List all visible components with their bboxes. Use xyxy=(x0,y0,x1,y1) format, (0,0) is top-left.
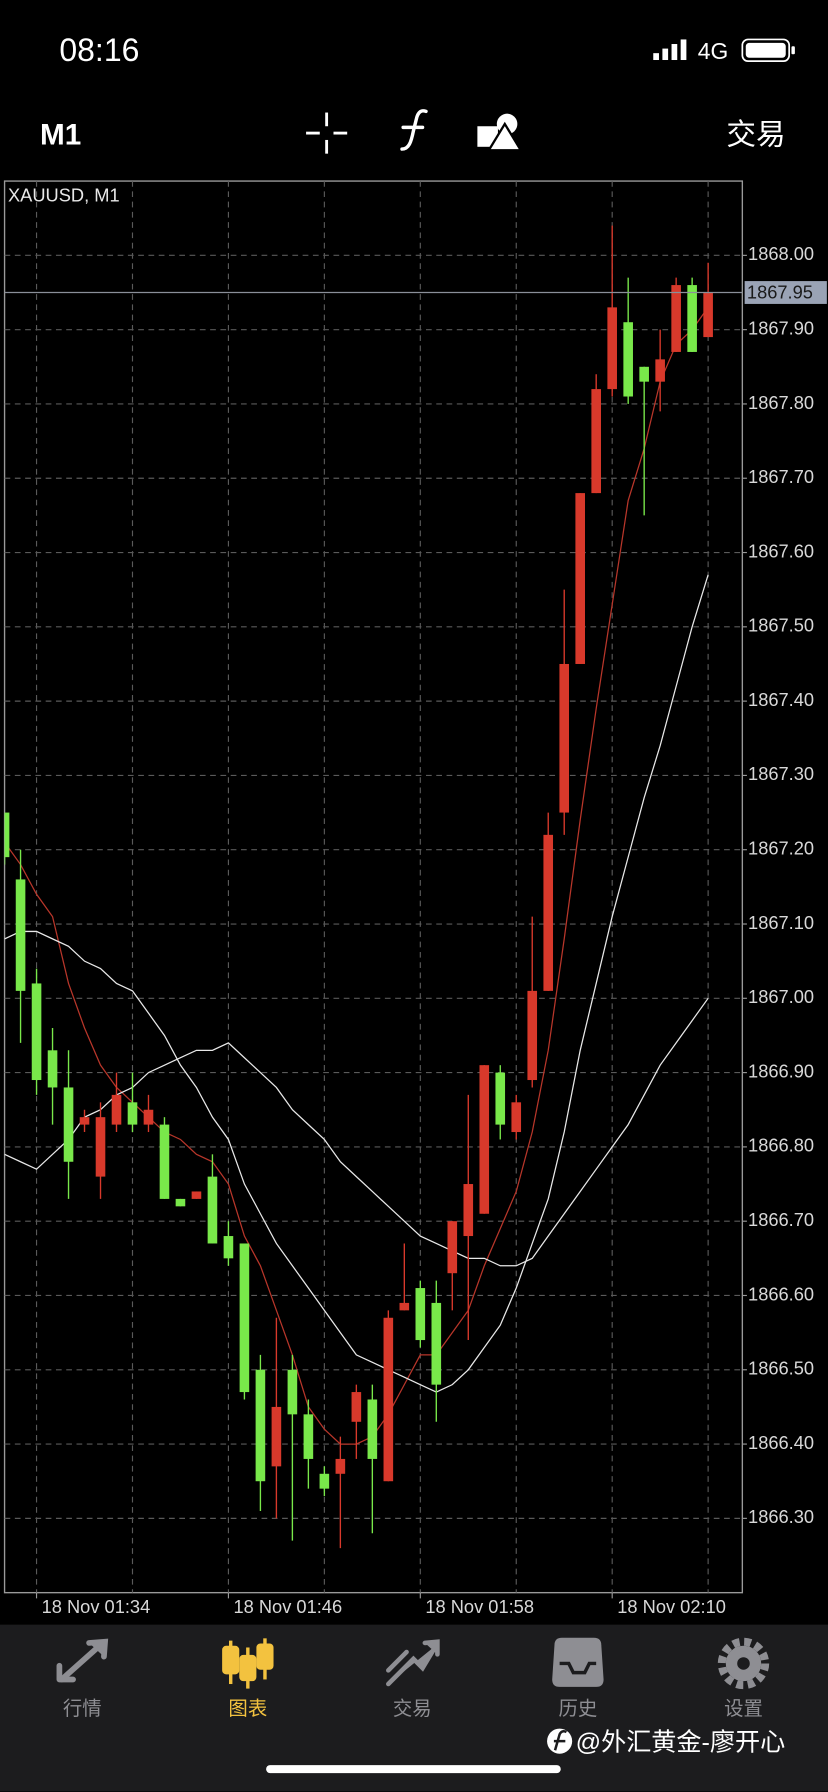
y-tick-label: 1867.50 xyxy=(748,615,814,636)
candle-body xyxy=(687,285,697,352)
watermark-logo xyxy=(547,1728,573,1754)
y-tick-label: 1866.60 xyxy=(748,1283,814,1304)
quotes-tab-icon[interactable] xyxy=(56,1638,109,1683)
candle-body xyxy=(303,1414,314,1459)
candle-body xyxy=(575,493,586,664)
candle-body xyxy=(143,1109,154,1125)
candle-body xyxy=(207,1176,218,1244)
battery-icon xyxy=(741,38,795,63)
tab-label[interactable]: 行情 xyxy=(63,1698,102,1720)
candle-body xyxy=(63,1087,74,1162)
candle-body xyxy=(319,1473,330,1489)
x-tick-label: 18 Nov 01:46 xyxy=(233,1596,342,1617)
candle-body xyxy=(671,285,681,352)
candle-body xyxy=(559,663,570,813)
y-tick-label: 1867.80 xyxy=(748,392,814,413)
watermark: @外汇黄金-廖开心 xyxy=(576,1728,786,1756)
y-tick-label: 1867.30 xyxy=(748,763,814,784)
candle-body xyxy=(271,1406,282,1467)
y-tick-label: 1867.60 xyxy=(748,540,814,561)
y-tick-label: 1867.10 xyxy=(748,912,814,933)
network: 4G xyxy=(698,38,728,64)
candle-body xyxy=(399,1302,410,1311)
home-indicator xyxy=(266,1765,561,1774)
y-tick-label: 1867.40 xyxy=(748,689,814,710)
tab-label[interactable]: 交易 xyxy=(393,1698,432,1720)
y-tick-label: 1867.00 xyxy=(748,986,814,1007)
trade-tab-icon[interactable] xyxy=(386,1639,440,1687)
y-tick-label: 1866.40 xyxy=(748,1432,814,1453)
tab-label[interactable]: 图表 xyxy=(228,1698,267,1720)
tab-label[interactable]: 历史 xyxy=(558,1698,597,1720)
candle-body xyxy=(623,322,633,397)
candle-body xyxy=(223,1236,234,1259)
chart-title: XAUUSD, M1 xyxy=(8,185,120,206)
x-tick-label: 18 Nov 01:58 xyxy=(425,1596,534,1617)
tab-bar xyxy=(0,1624,828,1792)
candle-body xyxy=(255,1369,266,1482)
signal-icon xyxy=(653,39,687,61)
moving-average-line xyxy=(4,574,709,1393)
candle-body xyxy=(175,1198,186,1207)
candle-body xyxy=(511,1102,522,1133)
candle-body xyxy=(543,834,554,991)
plot-frame xyxy=(3,180,744,1594)
clock: 08:16 xyxy=(59,32,139,68)
candle-body xyxy=(15,879,26,991)
y-tick-label: 1866.30 xyxy=(748,1506,814,1527)
candle-body xyxy=(367,1399,378,1459)
candle-body xyxy=(351,1392,362,1422)
current-price-box xyxy=(744,281,827,304)
candle-body xyxy=(287,1369,298,1415)
candle-body xyxy=(127,1102,138,1125)
candle-body xyxy=(335,1458,346,1474)
x-tick-label: 18 Nov 02:10 xyxy=(617,1596,726,1617)
candle-body xyxy=(239,1243,250,1393)
indicators-button[interactable] xyxy=(400,109,428,151)
moving-average-line xyxy=(4,997,709,1267)
x-tick-label: 18 Nov 01:34 xyxy=(42,1596,151,1617)
candle-body xyxy=(607,307,617,390)
candle-body xyxy=(495,1072,506,1125)
settings-tab-icon[interactable] xyxy=(717,1637,770,1690)
candle-body xyxy=(191,1191,202,1199)
candle-body xyxy=(415,1288,426,1341)
candle-body xyxy=(47,1050,58,1088)
candle-body xyxy=(527,990,538,1081)
crosshair-button[interactable] xyxy=(306,112,348,154)
candle-body xyxy=(383,1317,394,1482)
objects-button[interactable] xyxy=(477,113,523,152)
y-tick-label: 1867.20 xyxy=(748,838,814,859)
chart-tab-icon[interactable] xyxy=(222,1638,274,1689)
candle-body xyxy=(591,389,601,494)
candle-body xyxy=(463,1184,474,1237)
candle-body xyxy=(655,359,665,382)
candle-body xyxy=(111,1094,122,1125)
candle-body xyxy=(159,1124,170,1199)
y-tick-label: 1867.70 xyxy=(748,466,814,487)
candle-body xyxy=(95,1117,106,1177)
candle-body xyxy=(4,812,10,858)
candle-body xyxy=(79,1117,90,1125)
y-tick-label: 1867.90 xyxy=(748,317,814,338)
y-tick-label: 1866.70 xyxy=(748,1209,814,1230)
candle-body xyxy=(31,983,42,1081)
y-tick-label: 1866.90 xyxy=(748,1060,814,1081)
current-price-label: 1867.95 xyxy=(747,281,813,302)
timeframe-button[interactable]: M1 xyxy=(40,119,81,152)
candle-body xyxy=(703,292,713,338)
history-tab-icon[interactable] xyxy=(552,1637,604,1687)
trade-button[interactable]: 交易 xyxy=(726,119,785,152)
candle-body xyxy=(431,1302,442,1385)
y-tick-label: 1866.50 xyxy=(748,1358,814,1379)
y-tick-label: 1868.00 xyxy=(748,243,814,264)
candle-body xyxy=(479,1065,490,1214)
candle-body xyxy=(639,366,649,382)
y-tick-label: 1866.80 xyxy=(748,1135,814,1156)
candle-body xyxy=(447,1221,458,1274)
tab-label[interactable]: 设置 xyxy=(724,1698,763,1720)
